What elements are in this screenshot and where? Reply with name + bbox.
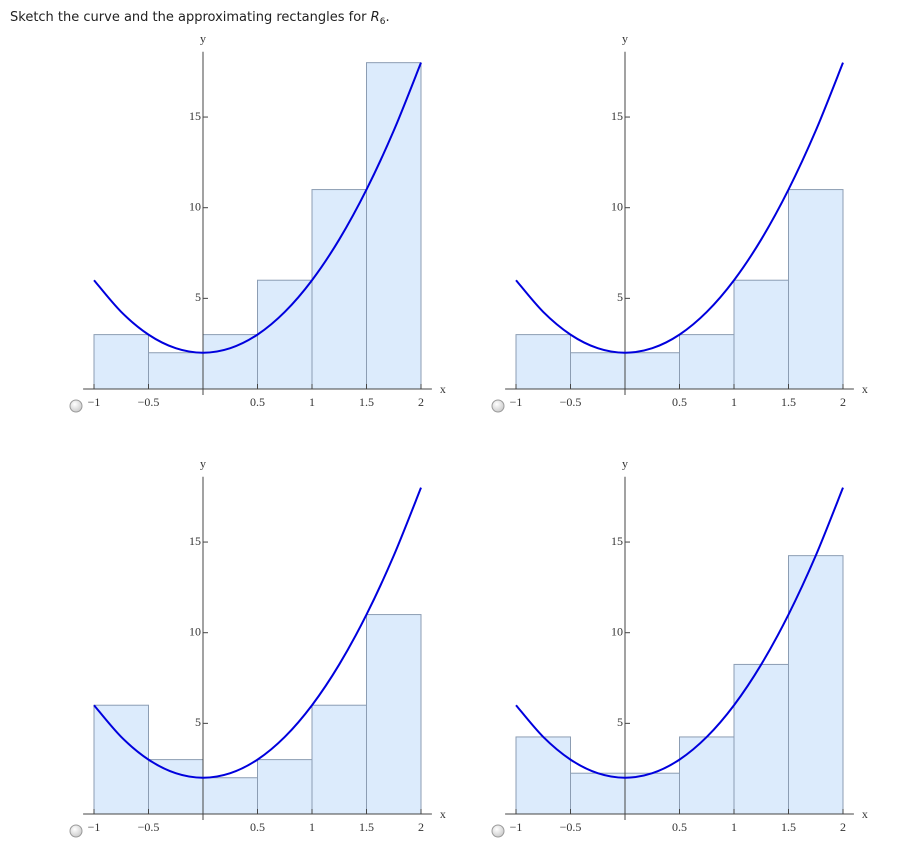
x-tick-label: −0.5 — [138, 820, 160, 834]
y-tick-label: 5 — [195, 290, 201, 304]
x-tick-label: 1.5 — [781, 395, 796, 409]
plot: x y −1 −0.5 0.5 1 1.5 2 5 10 15 — [505, 457, 868, 834]
rectangle — [788, 189, 844, 390]
y-tick-label: 10 — [611, 624, 623, 638]
y-tick-label: 10 — [611, 199, 623, 213]
curve — [93, 62, 422, 354]
x-tick-label: 2 — [840, 820, 846, 834]
rectangle — [679, 736, 735, 815]
x-tick-label: −1 — [88, 820, 101, 834]
x-tick-label: 1 — [309, 395, 315, 409]
x-axis-label: x — [440, 807, 446, 821]
y-tick-label: 15 — [189, 534, 201, 548]
rectangle — [93, 334, 149, 390]
x-tick-label: 1.5 — [359, 820, 374, 834]
question-sub: 6 — [380, 17, 386, 27]
rectangle — [570, 772, 626, 815]
rectangle — [257, 279, 313, 390]
question-var: R — [371, 10, 380, 25]
radio-button[interactable] — [491, 824, 505, 838]
curve — [515, 487, 844, 779]
plot: x y −1 −0.5 0.5 1 1.5 2 5 10 15 — [505, 32, 868, 409]
x-tick-label: 1.5 — [359, 395, 374, 409]
rectangle — [515, 736, 571, 815]
rectangle — [202, 777, 258, 815]
y-tick-label: 5 — [195, 715, 201, 729]
rectangle — [93, 704, 149, 815]
radio-button[interactable] — [69, 399, 83, 413]
rectangle — [366, 614, 422, 815]
rectangle — [733, 279, 789, 390]
question-text: Sketch the curve and the approximating r… — [10, 10, 367, 25]
x-tick-label: 1 — [731, 395, 737, 409]
rectangle — [202, 334, 258, 390]
x-tick-label: 1 — [731, 820, 737, 834]
rectangle — [624, 352, 680, 390]
x-tick-label: 2 — [840, 395, 846, 409]
rectangle — [788, 555, 844, 815]
x-tick-label: 0.5 — [250, 820, 265, 834]
radio-button[interactable] — [69, 824, 83, 838]
x-tick-label: −1 — [510, 395, 523, 409]
rectangle — [624, 772, 680, 815]
y-axis-label: y — [200, 457, 206, 471]
curve — [93, 487, 422, 779]
x-tick-label: −0.5 — [560, 820, 582, 834]
x-tick-label: 0.5 — [672, 395, 687, 409]
y-axis-label: y — [622, 457, 628, 471]
rectangle — [311, 189, 367, 390]
x-axis-label: x — [440, 382, 446, 396]
rectangle — [515, 334, 571, 390]
x-tick-label: −0.5 — [138, 395, 160, 409]
x-tick-label: 0.5 — [250, 395, 265, 409]
x-axis-label: x — [862, 807, 868, 821]
x-tick-label: 1.5 — [781, 820, 796, 834]
rectangle — [679, 334, 735, 390]
x-tick-label: −1 — [88, 395, 101, 409]
x-tick-label: −1 — [510, 820, 523, 834]
rectangle — [570, 352, 626, 390]
y-tick-label: 5 — [617, 290, 623, 304]
rectangle — [311, 704, 367, 815]
y-tick-label: 10 — [189, 624, 201, 638]
x-tick-label: −0.5 — [560, 395, 582, 409]
x-tick-label: 2 — [418, 395, 424, 409]
curve — [515, 62, 844, 354]
y-tick-label: 15 — [611, 534, 623, 548]
x-tick-label: 2 — [418, 820, 424, 834]
y-axis-label: y — [622, 32, 628, 46]
x-tick-label: 1 — [309, 820, 315, 834]
plot: x y −1 −0.5 0.5 1 1.5 2 5 10 15 — [83, 457, 446, 834]
y-tick-label: 15 — [189, 109, 201, 123]
rectangle — [148, 759, 204, 815]
rectangle — [257, 759, 313, 815]
x-tick-label: 0.5 — [672, 820, 687, 834]
rectangle — [733, 663, 789, 815]
y-axis-label: y — [200, 32, 206, 46]
y-tick-label: 15 — [611, 109, 623, 123]
rectangle — [148, 352, 204, 390]
rectangle — [366, 62, 422, 390]
y-tick-label: 10 — [189, 199, 201, 213]
x-axis-label: x — [862, 382, 868, 396]
y-tick-label: 5 — [617, 715, 623, 729]
question-end: . — [385, 10, 389, 25]
radio-button[interactable] — [491, 399, 505, 413]
plot: x y −1 −0.5 0.5 1 1.5 2 5 10 15 — [83, 32, 446, 409]
question: Sketch the curve and the approximating r… — [10, 10, 390, 27]
